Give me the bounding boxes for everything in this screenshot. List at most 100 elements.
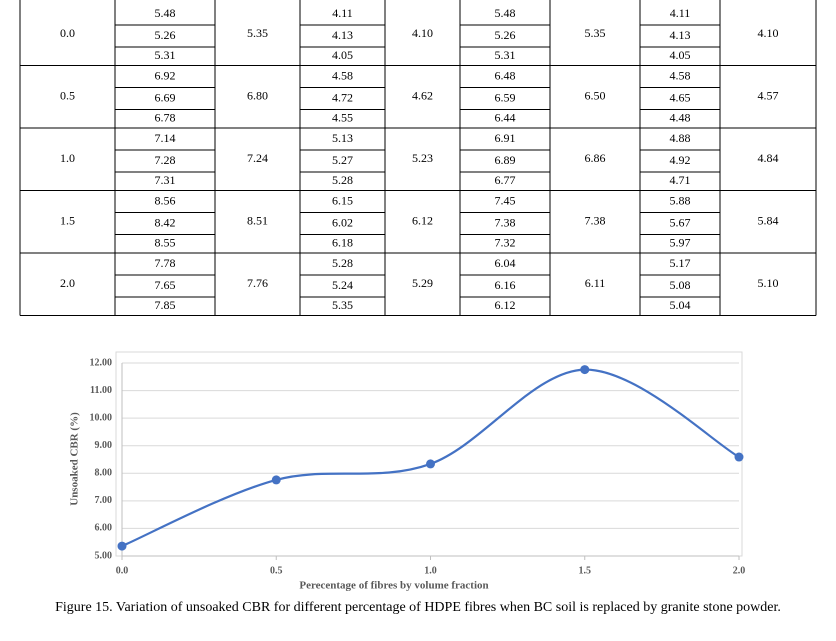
y-axis-title: Unsoaked CBR (%) <box>69 412 81 506</box>
cell-text: 4.57 <box>758 89 779 103</box>
cell-text: 6.50 <box>585 89 606 103</box>
cell-text: 4.13 <box>670 28 691 42</box>
cell-text: 4.62 <box>412 89 433 103</box>
cell-text: 8.42 <box>155 215 176 229</box>
cell-text: 6.48 <box>495 68 516 82</box>
cell-text: 8.51 <box>247 214 268 228</box>
cell-text: 7.65 <box>155 278 176 292</box>
y-tick-label: 12.00 <box>90 357 113 368</box>
cell-text: 5.48 <box>155 6 176 20</box>
data-point <box>580 365 590 375</box>
cell-text: 4.13 <box>332 28 353 42</box>
cell-text: 4.92 <box>670 153 691 167</box>
cell-text: 5.13 <box>332 131 353 145</box>
y-tick-label: 7.00 <box>95 495 113 506</box>
cell-text: 7.76 <box>247 276 268 290</box>
cell-text: 7.28 <box>155 153 176 167</box>
cell-text: 4.65 <box>670 90 691 104</box>
cell-text: 5.10 <box>758 276 779 290</box>
cell-text: 6.16 <box>495 278 516 292</box>
cell-text: 5.35 <box>247 26 268 40</box>
cell-text: 7.38 <box>585 214 606 228</box>
cell-text: 6.80 <box>247 89 268 103</box>
y-tick-label: 8.00 <box>95 468 113 479</box>
x-tick-label: 1.0 <box>424 565 437 576</box>
cell-text: 4.55 <box>332 111 353 125</box>
cell-text: 4.10 <box>412 26 433 40</box>
cell-text: 0.0 <box>60 26 75 40</box>
cell-text: 6.77 <box>495 173 516 187</box>
cell-text: 4.05 <box>670 48 691 62</box>
cell-text: 2.0 <box>60 276 75 290</box>
x-tick-label: 0.0 <box>116 565 129 576</box>
cell-text: 5.97 <box>670 236 691 250</box>
cell-text: 4.11 <box>670 6 691 20</box>
cell-text: 0.5 <box>60 89 75 103</box>
x-tick-label: 2.0 <box>733 565 746 576</box>
cell-text: 6.78 <box>155 111 176 125</box>
cell-text: 5.29 <box>412 276 433 290</box>
cell-text: 5.17 <box>670 256 691 270</box>
cell-text: 5.24 <box>332 278 353 292</box>
cell-text: 4.05 <box>332 48 353 62</box>
data-line <box>121 368 740 548</box>
data-point <box>117 541 127 551</box>
cell-text: 5.27 <box>332 153 353 167</box>
cell-text: 5.31 <box>495 48 516 62</box>
cell-text: 5.35 <box>585 26 606 40</box>
data-point <box>271 475 281 485</box>
cell-text: 6.18 <box>332 236 353 250</box>
cell-text: 7.78 <box>155 256 176 270</box>
data-point <box>734 452 744 462</box>
cell-text: 4.58 <box>670 68 691 82</box>
cell-text: 4.88 <box>670 131 691 145</box>
cell-text: 5.28 <box>332 256 353 270</box>
cell-text: 6.02 <box>332 215 353 229</box>
y-tick-label: 10.00 <box>90 412 113 423</box>
cell-text: 5.67 <box>670 215 691 229</box>
cell-text: 5.48 <box>495 6 516 20</box>
cell-text: 4.10 <box>758 26 779 40</box>
figure: 0.0 5.48 5.26 5.31 5.35 4.11 4.13 4.05 4.10 5.48 5… <box>19 0 817 592</box>
cell-text: 7.31 <box>155 173 176 187</box>
x-tick-label: 0.5 <box>270 565 283 576</box>
cell-text: 8.56 <box>155 193 176 207</box>
cell-text: 7.45 <box>495 193 516 207</box>
cell-text: 7.24 <box>247 151 268 165</box>
cell-text: 6.92 <box>155 68 176 82</box>
cell-text: 1.0 <box>60 151 75 165</box>
cell-text: 5.08 <box>670 278 691 292</box>
cell-text: 8.55 <box>155 236 176 250</box>
caption: Figure 15. Variation of unsoaked CBR for… <box>55 600 781 615</box>
cell-text: 4.72 <box>332 90 353 104</box>
cell-text: 4.48 <box>670 111 691 125</box>
plot-frame <box>115 351 743 557</box>
cell-text: 6.04 <box>495 256 516 270</box>
cell-text: 6.91 <box>495 131 516 145</box>
cell-text: 5.26 <box>495 28 516 42</box>
cell-text: 7.14 <box>155 131 176 145</box>
cell-text: 5.35 <box>332 298 353 312</box>
cell-text: 4.11 <box>332 6 353 20</box>
cell-text: 7.85 <box>155 298 176 312</box>
cell-text: 6.69 <box>155 90 176 104</box>
cell-text: 6.12 <box>412 214 433 228</box>
cell-text: 6.12 <box>495 298 516 312</box>
cell-text: 6.59 <box>495 90 516 104</box>
cell-text: 5.23 <box>412 151 433 165</box>
cell-text: 6.44 <box>495 111 516 125</box>
cell-text: 6.11 <box>585 276 606 290</box>
cell-text: 7.38 <box>495 215 516 229</box>
cell-text: 1.5 <box>60 214 75 228</box>
cell-text: 5.28 <box>332 173 353 187</box>
cell-text: 6.15 <box>332 193 353 207</box>
cell-text: 6.86 <box>585 151 606 165</box>
cell-text: 5.88 <box>670 193 691 207</box>
cell-text: 4.71 <box>670 173 691 187</box>
cell-text: 4.58 <box>332 68 353 82</box>
cell-text: 5.04 <box>670 298 691 312</box>
y-tick-label: 9.00 <box>95 440 113 451</box>
cell-text: 7.32 <box>495 236 516 250</box>
cell-text: 6.89 <box>495 153 516 167</box>
